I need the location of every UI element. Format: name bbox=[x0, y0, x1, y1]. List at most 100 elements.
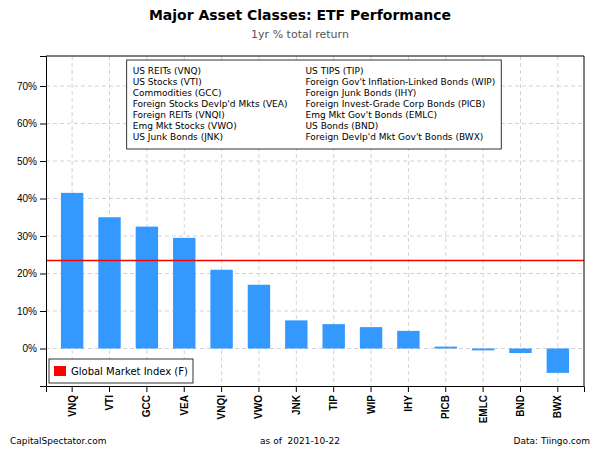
x-tick-mark bbox=[371, 386, 372, 392]
grid-line-y bbox=[46, 198, 584, 199]
legend: Global Market Index (F) bbox=[49, 359, 193, 383]
x-tick-mark bbox=[408, 386, 409, 392]
x-tick: VWO bbox=[253, 386, 264, 419]
x-tick-mark bbox=[483, 386, 484, 392]
x-tick-mark bbox=[296, 386, 297, 392]
y-tick: 70% bbox=[17, 81, 46, 92]
y-tick-mark bbox=[40, 124, 46, 125]
x-tick-label: BND bbox=[515, 395, 526, 417]
y-tick: 10% bbox=[17, 306, 46, 317]
legend-frame bbox=[49, 359, 193, 383]
y-tick-mark bbox=[40, 311, 46, 312]
y-axis: 0%10%20%30%40%50%60%70% bbox=[17, 57, 47, 387]
y-tick-label: 70% bbox=[17, 81, 37, 92]
grid-line-y bbox=[46, 311, 584, 312]
x-tick: WIP bbox=[366, 386, 377, 414]
plot: 0%10%20%30%40%50%60%70%VNQVTIGCCVEAVNQIV… bbox=[17, 56, 585, 423]
x-tick: BWX bbox=[552, 386, 563, 418]
y-tick-label: 40% bbox=[17, 193, 37, 204]
annotation-text: Foreign Gov't Inflation-Linked Bonds (WI… bbox=[305, 77, 495, 87]
x-tick-mark bbox=[146, 386, 147, 392]
x-tick-label: GCC bbox=[141, 395, 152, 417]
grid-line-x bbox=[557, 56, 558, 386]
x-tick-label: IHY bbox=[403, 395, 414, 412]
footer: Data: Tiingo.com bbox=[514, 436, 590, 446]
x-tick-mark bbox=[258, 386, 259, 392]
x-tick-label: BWX bbox=[552, 395, 563, 419]
x-tick-label: JNK bbox=[291, 394, 302, 415]
annotation-text: Emg Mkt Stocks (VWO) bbox=[133, 121, 237, 131]
annotation-text: US Stocks (VTI) bbox=[133, 77, 202, 87]
y-tick-mark bbox=[40, 86, 46, 87]
annotation-text: Foreign Devlp'd Mkt Gov't Bonds (BWX) bbox=[305, 132, 483, 142]
x-tick-mark bbox=[221, 386, 222, 392]
chart: Major Asset Classes: ETF Performance 1yr … bbox=[0, 0, 600, 450]
grid bbox=[46, 56, 584, 386]
x-tick-label: VWO bbox=[253, 395, 264, 419]
x-tick: VEA bbox=[179, 386, 190, 416]
x-tick: GCC bbox=[141, 386, 152, 417]
y-axis-line bbox=[40, 57, 47, 387]
footer: as of 2021-10-22 bbox=[260, 436, 340, 446]
x-tick: BND bbox=[515, 386, 526, 417]
x-tick-label: VTI bbox=[104, 395, 115, 411]
y-tick: 0% bbox=[23, 343, 46, 354]
marks bbox=[46, 193, 584, 373]
x-tick: JNK bbox=[291, 386, 302, 415]
y-tick-mark bbox=[40, 274, 46, 275]
bar bbox=[98, 217, 120, 348]
y-tick-mark bbox=[40, 349, 46, 350]
x-tick-label: VNQI bbox=[216, 395, 227, 420]
bar bbox=[61, 193, 83, 349]
annotation-text: Emg Mkt Gov't Bonds (EMLC) bbox=[305, 110, 436, 120]
bar bbox=[173, 238, 195, 349]
subtitle: 1yr % total return bbox=[251, 28, 349, 41]
x-tick: VTI bbox=[104, 386, 115, 411]
y-tick: 20% bbox=[17, 268, 46, 279]
footer: CapitalSpectator.com bbox=[10, 436, 107, 446]
annotation-text: US TIPS (TIP) bbox=[305, 66, 363, 76]
y-tick-mark bbox=[40, 199, 46, 200]
bar bbox=[136, 227, 158, 349]
title: Major Asset Classes: ETF Performance bbox=[149, 7, 451, 23]
annotation-text: US REITs (VNQ) bbox=[133, 66, 201, 76]
grid-line-x bbox=[520, 56, 521, 386]
bar bbox=[322, 324, 344, 348]
x-tick-mark bbox=[520, 386, 521, 392]
reference-line bbox=[46, 260, 584, 262]
grid-line-y bbox=[46, 348, 584, 349]
x-tick: IHY bbox=[403, 386, 414, 412]
x-tick-label: TIP bbox=[328, 395, 339, 411]
y-tick: 30% bbox=[17, 231, 46, 242]
y-tick-mark bbox=[40, 161, 46, 162]
annotation-column: US REITs (VNQ)US Stocks (VTI)Commodities… bbox=[133, 66, 288, 142]
annotation-text: US Bonds (BND) bbox=[305, 121, 378, 131]
grid-line-y bbox=[46, 236, 584, 237]
legend-label: Global Market Index (F) bbox=[71, 366, 188, 377]
x-tick-label: WIP bbox=[366, 395, 377, 414]
annotation-column: US TIPS (TIP)Foreign Gov't Inflation-Lin… bbox=[305, 66, 495, 142]
x-tick-mark bbox=[557, 386, 558, 392]
annotation-text: Foreign Junk Bonds (IHY) bbox=[305, 88, 416, 98]
bar bbox=[472, 349, 494, 351]
bar bbox=[360, 327, 382, 348]
x-tick-mark bbox=[72, 386, 73, 392]
annotation-text: US Junk Bonds (JNK) bbox=[133, 132, 223, 142]
x-tick-mark bbox=[109, 386, 110, 392]
x-tick-label: VNQ bbox=[67, 395, 78, 417]
annotation-frame bbox=[127, 60, 502, 149]
bar bbox=[397, 331, 419, 349]
legend-swatch bbox=[54, 366, 66, 376]
frame-right bbox=[584, 56, 585, 386]
x-tick: TIP bbox=[328, 386, 339, 411]
bar bbox=[285, 320, 307, 348]
bar bbox=[210, 270, 232, 349]
x-tick-label: VEA bbox=[179, 395, 190, 416]
annotation-text: Commodities (GCC) bbox=[133, 88, 222, 98]
y-tick: 40% bbox=[17, 193, 46, 204]
y-tick-label: 20% bbox=[17, 268, 37, 279]
y-tick-mark bbox=[40, 236, 46, 237]
frame-top bbox=[46, 56, 584, 57]
grid-line-y bbox=[46, 161, 584, 162]
x-tick-label: EMLC bbox=[478, 395, 489, 423]
